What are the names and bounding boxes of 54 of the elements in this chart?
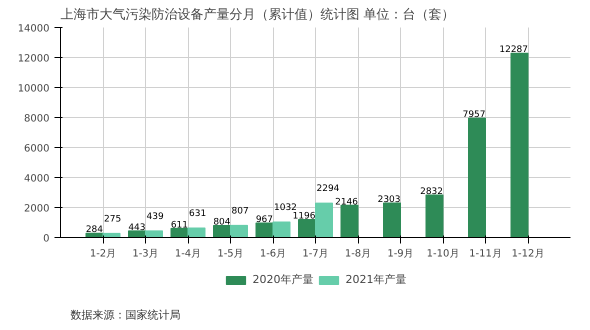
data-label: 7957 [462,110,486,120]
y-tick-label: 8000 [24,114,50,124]
data-label: 2294 [316,184,340,194]
bar [256,222,274,238]
bar [426,194,444,238]
data-label: 611 [170,220,188,230]
bar [315,202,333,238]
data-label: 1196 [292,212,316,222]
data-label: 443 [128,222,146,233]
data-label: 967 [256,214,274,225]
y-tick-label: 12000 [18,54,50,64]
x-tick-label: 1-7月 [302,248,329,260]
bar [510,52,528,238]
x-tick-label: 1-2月 [90,248,116,260]
bar [340,204,358,238]
x-tick-label: 1-8月 [344,248,372,260]
source-note: 数据来源：国家统计局 [70,308,181,322]
data-label: 807 [232,206,249,216]
bar [230,224,248,238]
y-tick-label: 10000 [18,84,50,94]
data-label: 804 [213,217,231,228]
x-tick-label: 1-3月 [132,248,159,260]
legend-label: 2020年产量 [252,272,314,287]
x-tick-label: 1-4月 [174,248,202,260]
bar [188,228,206,238]
legend-label: 2021年产量 [346,272,406,287]
y-tick-label: 6000 [24,144,50,154]
bar [86,232,104,238]
x-tick-label: 1-9月 [387,248,414,260]
x-tick-label: 1-6月 [260,248,286,260]
data-label: 2303 [378,194,400,205]
y-tick-label: 14000 [18,24,50,34]
x-tick-label: 1-5月 [217,248,244,260]
data-label: 12287 [499,45,528,56]
bar [298,219,316,238]
data-label: 631 [189,209,206,220]
bar [383,202,401,238]
x-tick-label: 1-10月 [426,248,460,260]
data-label: 2832 [420,187,443,198]
data-label: 275 [104,214,122,224]
data-label: 1032 [274,203,297,214]
data-label: 2146 [335,197,358,208]
bar [145,230,163,238]
bar [272,222,290,238]
data-label: 439 [146,212,164,222]
y-tick-label: 4000 [24,174,50,184]
bar [213,224,231,238]
data-label: 284 [86,225,104,236]
x-tick-label: 1-11月 [469,248,502,260]
x-tick-label: 1-12月 [512,248,544,260]
y-tick-label: 2000 [24,204,50,214]
bar [468,118,486,238]
y-tick-label: 0 [43,234,50,244]
chart-title: 上海市大气污染防治设备产量分月（累计值）统计图 单位：台（套） [60,8,455,22]
